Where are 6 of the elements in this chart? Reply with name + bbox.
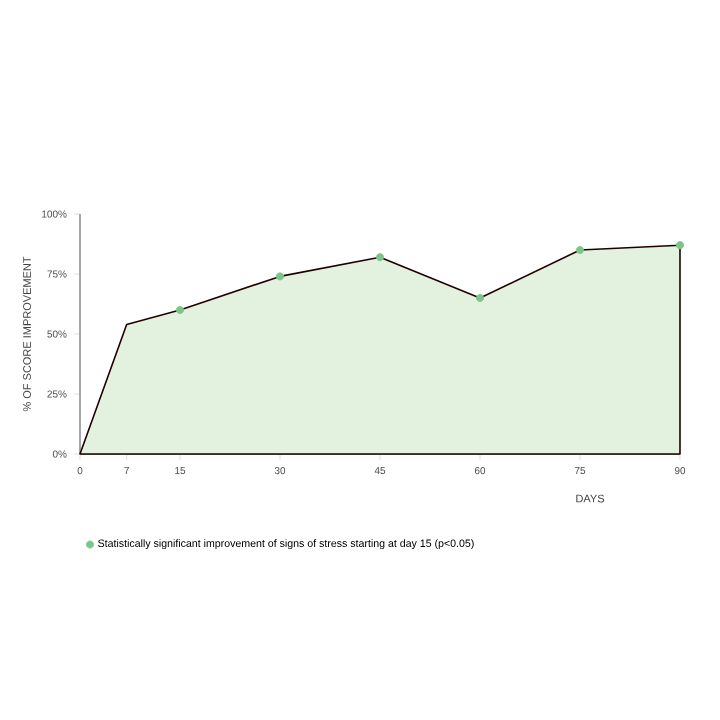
point xyxy=(176,306,184,314)
point xyxy=(675,241,684,250)
point xyxy=(276,272,284,281)
point xyxy=(575,246,584,254)
point xyxy=(475,294,484,302)
point xyxy=(375,253,384,262)
